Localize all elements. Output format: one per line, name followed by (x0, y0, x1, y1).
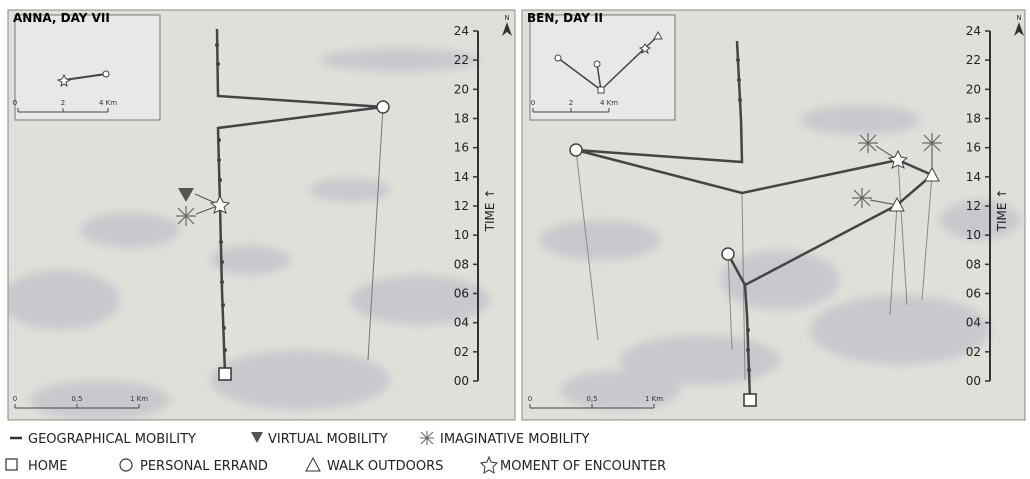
north-label: N (1016, 14, 1021, 22)
north-label: N (504, 14, 509, 22)
tick-label: 02 (966, 345, 981, 359)
panel-title: BEN, DAY II (527, 11, 603, 25)
panel-title: ANNA, DAY VII (13, 11, 110, 25)
tick-label: 00 (454, 374, 469, 388)
tick-label: 22 (454, 53, 469, 67)
axis-label: TIME ↑ (483, 189, 497, 233)
tick-label: 22 (966, 53, 981, 67)
tick-label: 18 (454, 112, 469, 126)
inset-scale-label: 2 (61, 99, 65, 107)
legend-label: WALK OUTDOORS (327, 459, 443, 474)
legend-label: GEOGRAPHICAL MOBILITY (28, 432, 196, 447)
scale-label: 1 Km (130, 395, 148, 403)
inset-scale-label: 4 Km (99, 99, 117, 107)
axis-label: TIME ↑ (995, 189, 1009, 233)
scale-label: 0 (528, 395, 532, 403)
legend-label: IMAGINATIVE MOBILITY (440, 432, 589, 447)
tick-label: 12 (966, 199, 981, 213)
tick-label: 14 (966, 170, 981, 184)
tick-label: 16 (966, 141, 981, 155)
scale-label: 0 (13, 395, 17, 403)
inset-scale-label: 0 (531, 99, 535, 107)
tick-label: 20 (966, 82, 981, 96)
inset-scale-label: 2 (569, 99, 573, 107)
tick-label: 20 (454, 82, 469, 96)
inset-scale-label: 4 Km (600, 99, 618, 107)
tick-label: 10 (454, 228, 469, 242)
inset-scale-label: 0 (13, 99, 17, 107)
legend-label: HOME (28, 459, 67, 474)
tick-label: 16 (454, 141, 469, 155)
tick-label: 00 (966, 374, 981, 388)
tick-label: 04 (966, 316, 981, 330)
figure: ANNA, DAY VII00020406081012141618202224T… (0, 0, 1030, 475)
inset-left (15, 15, 160, 120)
legend-label: PERSONAL ERRAND (140, 459, 268, 474)
legend: GEOGRAPHICAL MOBILITY VIRTUAL MOBILITY I… (6, 431, 666, 474)
scale-label: 0,5 (586, 395, 597, 403)
tick-label: 06 (966, 287, 981, 301)
scale-label: 0,5 (71, 395, 82, 403)
tick-label: 06 (454, 287, 469, 301)
legend-label: MOMENT OF ENCOUNTER (500, 459, 666, 474)
tick-label: 24 (454, 24, 469, 38)
scale-label: 1 Km (645, 395, 663, 403)
tick-label: 24 (966, 24, 981, 38)
tick-label: 04 (454, 316, 469, 330)
tick-label: 08 (454, 257, 469, 271)
legend-label: VIRTUAL MOBILITY (268, 432, 388, 447)
tick-label: 14 (454, 170, 469, 184)
tick-label: 12 (454, 199, 469, 213)
tick-label: 02 (454, 345, 469, 359)
tick-label: 08 (966, 257, 981, 271)
tick-label: 10 (966, 228, 981, 242)
tick-label: 18 (966, 112, 981, 126)
